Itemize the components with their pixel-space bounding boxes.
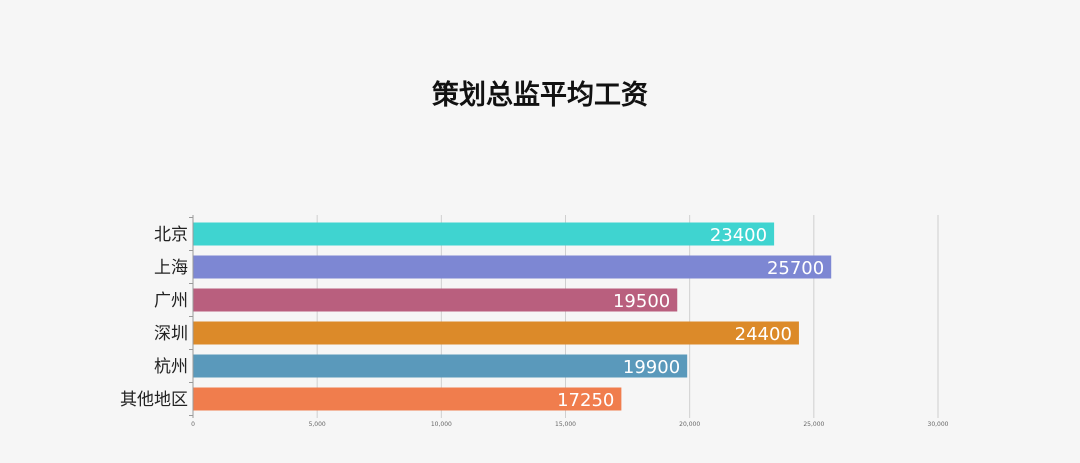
- bar-layer: [193, 222, 832, 411]
- chart-title: 策划总监平均工资: [432, 79, 648, 111]
- category-label: 北京: [154, 225, 188, 245]
- data-label: 19900: [623, 357, 680, 378]
- x-tick-label: 25,000: [803, 421, 824, 428]
- bar: [193, 288, 678, 312]
- bar: [193, 354, 688, 378]
- category-label: 深圳: [154, 324, 188, 344]
- x-tick-label: 15,000: [555, 421, 576, 428]
- data-label: 25700: [767, 258, 824, 279]
- grid-layer: [189, 215, 939, 418]
- category-label: 上海: [154, 258, 188, 278]
- category-label: 其他地区: [120, 390, 188, 410]
- x-tick-label: 0: [191, 421, 195, 428]
- data-label: 23400: [710, 225, 767, 246]
- bar: [193, 222, 775, 246]
- bar: [193, 255, 832, 279]
- label-layer: 0 5,000 10,000 15,000 20,000 25,000 30,000 北京 23…: [120, 225, 949, 428]
- data-label: 24400: [735, 324, 792, 345]
- category-label: 杭州: [154, 357, 188, 377]
- category-label: 广州: [154, 291, 188, 311]
- data-label: 17250: [557, 390, 614, 411]
- x-tick-label: 10,000: [431, 421, 452, 428]
- bar: [193, 387, 622, 411]
- data-label: 19500: [613, 291, 670, 312]
- x-tick-label: 5,000: [309, 421, 326, 428]
- bar: [193, 321, 799, 345]
- x-tick-label: 30,000: [928, 421, 949, 428]
- x-tick-label: 20,000: [679, 421, 700, 428]
